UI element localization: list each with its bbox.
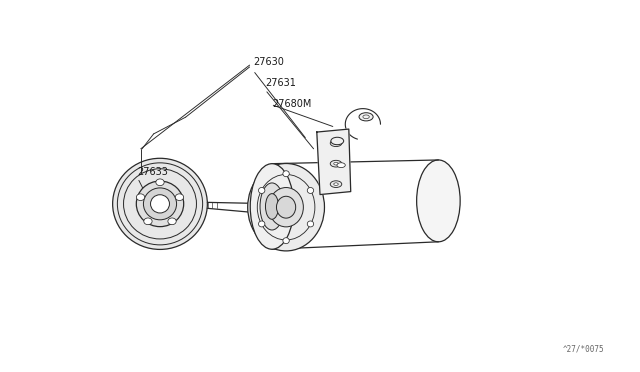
Ellipse shape xyxy=(259,187,265,193)
Ellipse shape xyxy=(417,160,460,242)
Text: ^27/*0075: ^27/*0075 xyxy=(563,344,605,353)
Ellipse shape xyxy=(156,179,164,186)
Text: 27680M: 27680M xyxy=(272,99,312,109)
Ellipse shape xyxy=(337,163,346,167)
Ellipse shape xyxy=(250,164,294,249)
Ellipse shape xyxy=(248,164,324,251)
Ellipse shape xyxy=(175,194,184,201)
Ellipse shape xyxy=(113,158,207,250)
Ellipse shape xyxy=(330,140,342,147)
Ellipse shape xyxy=(331,137,344,145)
Text: 27633: 27633 xyxy=(138,167,168,177)
Ellipse shape xyxy=(260,183,284,230)
Text: 27631: 27631 xyxy=(266,78,296,88)
Ellipse shape xyxy=(276,196,296,218)
Ellipse shape xyxy=(334,162,339,165)
Ellipse shape xyxy=(307,221,314,227)
Ellipse shape xyxy=(283,171,289,177)
Ellipse shape xyxy=(334,183,339,185)
Ellipse shape xyxy=(136,194,145,201)
Ellipse shape xyxy=(330,160,342,167)
Ellipse shape xyxy=(259,221,265,227)
Text: 27630: 27630 xyxy=(253,57,284,67)
Ellipse shape xyxy=(307,187,314,193)
Ellipse shape xyxy=(330,181,342,187)
Ellipse shape xyxy=(269,187,303,227)
Ellipse shape xyxy=(168,218,176,225)
Ellipse shape xyxy=(334,142,339,144)
Ellipse shape xyxy=(144,218,152,225)
Ellipse shape xyxy=(359,113,373,121)
Polygon shape xyxy=(317,129,351,195)
Ellipse shape xyxy=(150,195,170,213)
Ellipse shape xyxy=(266,194,278,219)
Ellipse shape xyxy=(136,181,184,227)
Ellipse shape xyxy=(283,238,289,244)
Ellipse shape xyxy=(143,188,177,220)
